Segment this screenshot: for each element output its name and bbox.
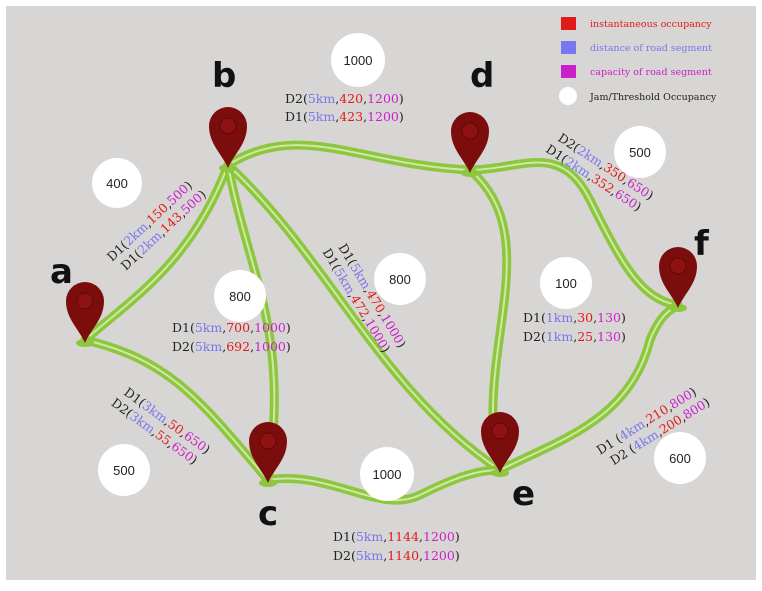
legend-swatch-occupancy [561, 17, 576, 30]
legend-swatch-capacity [561, 65, 576, 78]
edge-label-c-e-2: D2(5km,1140,1200) [333, 548, 460, 563]
threshold-circle-b-e: 800 [374, 253, 426, 305]
threshold-circle-e-f: 600 [654, 432, 706, 484]
threshold-value-e-f: 600 [669, 451, 691, 466]
threshold-value-d-e: 100 [555, 276, 577, 291]
edge-label-b-d-1: D2(5km,420,1200) [285, 91, 404, 106]
road-b-e [223, 160, 505, 475]
road-d-f [465, 158, 683, 310]
legend-item-capacity: capacity of road segment [561, 65, 712, 78]
node-letters: a b c d e f [50, 56, 710, 534]
legend-label-threshold: Jam/Threshold Occupancy [589, 92, 717, 103]
road-e-f [495, 300, 683, 475]
edge-label-c-e-1: D1(5km,1144,1200) [333, 529, 460, 544]
threshold-value-b-e: 800 [389, 272, 411, 287]
road-a-c [80, 335, 273, 485]
edge-label-b-c-1: D1(5km,700,1000) [172, 320, 291, 335]
edge-label-d-e-1: D1(1km,30,130) [523, 310, 626, 325]
legend: instantaneous occupancy distance of road… [559, 17, 717, 105]
threshold-value-d-f: 500 [629, 145, 651, 160]
node-label-a: a [50, 252, 73, 292]
threshold-circle-d-f: 500 [614, 126, 666, 178]
edge-label-b-c-2: D2(5km,692,1000) [172, 339, 291, 354]
map-pin-icon-b[interactable] [209, 107, 247, 172]
legend-item-occupancy: instantaneous occupancy [561, 17, 712, 30]
threshold-circle-d-e: 100 [540, 257, 592, 309]
threshold-value-a-b: 400 [106, 176, 128, 191]
threshold-circle-a-c: 500 [98, 444, 150, 496]
edge-label-b-d-2: D1(5km,423,1200) [285, 109, 404, 124]
node-pins [66, 107, 697, 487]
threshold-circles: 400 1000 500 800 800 100 500 1000 [92, 33, 706, 501]
map-pin-icon-c[interactable] [249, 422, 287, 487]
edge-label-d-e-2: D2(1km,25,130) [523, 329, 626, 344]
legend-item-threshold: Jam/Threshold Occupancy [559, 87, 717, 105]
edge-labels-a-b: D1(2km,150,500) D1(2km,143,500) [104, 178, 209, 274]
road-c-e [263, 465, 505, 505]
node-label-f: f [694, 224, 710, 264]
legend-label-occupancy: instantaneous occupancy [590, 19, 712, 30]
legend-label-distance: distance of road segment [590, 43, 712, 54]
threshold-circle-c-e: 1000 [360, 447, 414, 501]
map-pin-icon-a[interactable] [66, 282, 104, 347]
threshold-value-b-d: 1000 [344, 53, 373, 68]
map-pin-icon-f[interactable] [659, 247, 697, 312]
legend-label-capacity: capacity of road segment [590, 67, 712, 78]
threshold-value-c-e: 1000 [373, 467, 402, 482]
map-pin-icon-d[interactable] [451, 112, 489, 177]
road-a-b [80, 160, 233, 345]
edge-labels-e-f: D1 (4km,210,800) D2 (4km,200,800) [594, 384, 713, 468]
legend-swatch-threshold [559, 87, 577, 105]
threshold-circle-b-c: 800 [214, 270, 266, 322]
map-pin-icon-e[interactable] [481, 412, 519, 477]
legend-swatch-distance [561, 41, 576, 54]
threshold-value-b-c: 800 [229, 289, 251, 304]
node-label-b: b [212, 56, 236, 96]
threshold-circle-a-b: 400 [92, 158, 142, 208]
node-label-c: c [258, 494, 278, 534]
node-label-e: e [512, 474, 535, 514]
node-label-d: d [470, 56, 494, 96]
road-b-d [223, 140, 475, 175]
threshold-value-a-c: 500 [113, 463, 135, 478]
legend-item-distance: distance of road segment [561, 41, 712, 54]
threshold-circle-b-d: 1000 [331, 33, 385, 87]
